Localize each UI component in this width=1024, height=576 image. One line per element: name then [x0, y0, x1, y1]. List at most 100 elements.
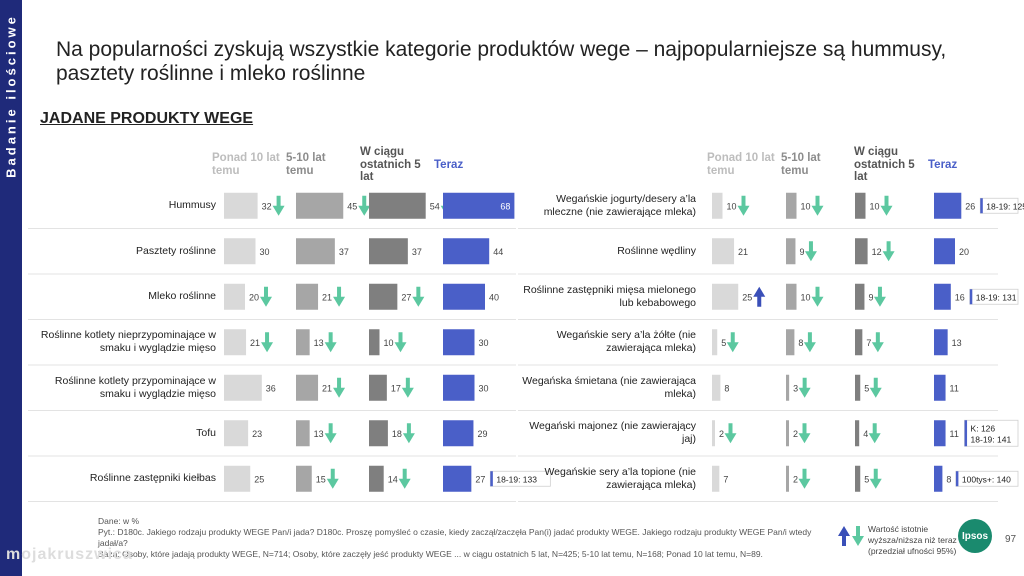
header-left-col1: Ponad 10 lat temu: [212, 152, 280, 177]
bar-value-label: 15: [316, 474, 326, 484]
arrow-down-icon: [412, 286, 425, 307]
bar-value-label: 21: [250, 338, 260, 348]
bar-value-label: 23: [252, 429, 262, 439]
bar-value-label: 9: [799, 247, 804, 257]
bar-value-label: 40: [489, 292, 499, 302]
note-text: 18-19: 133: [496, 474, 537, 484]
bar-value-label: 5: [864, 474, 869, 484]
arrow-down-icon: [724, 423, 737, 444]
note-box-accent: [969, 289, 973, 305]
bar: [786, 374, 790, 401]
bar-value-label: 20: [249, 292, 259, 302]
row-label: Mleko roślinne: [148, 290, 216, 303]
bar-value-label: 8: [798, 338, 803, 348]
bar: [934, 283, 951, 310]
bar: [934, 420, 946, 447]
bar-value-label: 3: [793, 383, 798, 393]
bar-value-label: 54: [430, 201, 440, 211]
bar: [443, 238, 490, 265]
bar-value-label: 10: [870, 201, 880, 211]
bar: [712, 283, 739, 310]
header-right-col4: Teraz: [928, 159, 958, 171]
bar: [296, 420, 310, 447]
bar-value-label: 21: [322, 292, 332, 302]
legend-arrows-icon: [838, 526, 864, 546]
row-label: Hummusy: [168, 199, 216, 212]
bar-value-label: 2: [793, 474, 798, 484]
bar-value-label: 44: [493, 247, 503, 257]
arrow-down-icon: [882, 241, 895, 262]
footer-data-note: Dane: w %: [98, 516, 140, 526]
bar: [712, 465, 720, 492]
bar-value-label: 11: [950, 383, 959, 393]
arrow-down-icon: [868, 423, 881, 444]
bar: [443, 192, 515, 219]
note-text: 18-19: 131: [976, 292, 1017, 302]
bar-value-label: 45: [347, 201, 357, 211]
bar-value-label: 14: [388, 474, 398, 484]
bar: [224, 192, 258, 219]
bar: [224, 329, 247, 356]
bar: [443, 465, 472, 492]
header-right-col1: Ponad 10 lat temu: [707, 152, 775, 177]
bar-value-label: 4: [863, 429, 868, 439]
arrow-down-icon: [869, 468, 882, 489]
bar-value-label: 7: [723, 474, 728, 484]
bar: [224, 283, 245, 310]
header-left-col4: Teraz: [434, 159, 464, 171]
arrow-up-icon: [753, 286, 766, 307]
bar-value-label: 27: [401, 292, 411, 302]
bar: [934, 374, 946, 401]
bar-value-label: 18: [392, 429, 402, 439]
bar-value-label: 32: [262, 201, 272, 211]
bar-value-label: 13: [314, 429, 324, 439]
bar-value-label: 68: [500, 201, 510, 211]
bar: [296, 465, 312, 492]
arrow-down-icon: [324, 423, 337, 444]
row-label: Tofu: [196, 426, 216, 439]
arrow-down-icon: [324, 332, 337, 353]
bar: [934, 192, 962, 219]
sidebar-band: Badanie ilościowe: [0, 0, 22, 576]
bar: [855, 192, 866, 219]
bar-value-label: 16: [955, 292, 965, 302]
arrow-down-icon: [398, 468, 411, 489]
note-text: 18-19: 125: [986, 201, 1024, 211]
bar: [369, 192, 426, 219]
bar-value-label: 30: [260, 247, 270, 257]
bar-value-label: 7: [866, 338, 871, 348]
bar: [296, 238, 335, 265]
bar: [443, 283, 485, 310]
watermark: mojakruszwica: [6, 546, 133, 563]
bar: [786, 283, 797, 310]
note-box-accent: [980, 198, 983, 214]
arrow-down-icon: [804, 241, 817, 262]
arrow-down-icon: [260, 286, 272, 307]
bar: [296, 329, 310, 356]
bar: [855, 283, 865, 310]
bar-value-label: 13: [952, 338, 962, 348]
bar: [786, 329, 795, 356]
bar-value-label: 37: [339, 247, 349, 257]
arrow-down-icon: [811, 195, 824, 216]
arrow-down-icon: [333, 286, 346, 307]
note-text: 18-19: 141: [971, 434, 1012, 444]
row-label: Wegańska śmietana (nie zawierająca mleka…: [522, 374, 696, 400]
arrow-down-icon: [401, 377, 414, 398]
arrow-down-icon: [803, 332, 816, 353]
bar: [786, 238, 796, 265]
arrow-down-icon: [880, 195, 893, 216]
footer-notes: Dane: w % Pyt.: D180c. Jakiego rodzaju p…: [98, 516, 838, 560]
note-box-accent: [490, 471, 493, 487]
bar-value-label: 13: [314, 338, 324, 348]
bar: [786, 192, 797, 219]
header-left-col3: W ciągu ostatnich 5 lat: [360, 146, 421, 183]
note-box-accent: [955, 471, 959, 487]
header-right-col3: W ciągu ostatnich 5 lat: [854, 146, 915, 183]
bar-value-label: 21: [738, 247, 748, 257]
bar-value-label: 30: [479, 338, 489, 348]
bar: [369, 283, 398, 310]
arrow-down-icon: [726, 332, 739, 353]
note-box: [964, 419, 1019, 447]
bar: [224, 374, 262, 401]
